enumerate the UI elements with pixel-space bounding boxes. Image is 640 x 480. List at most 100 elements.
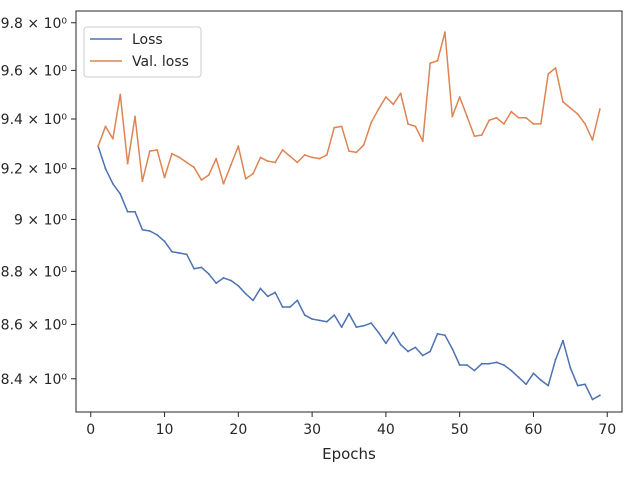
data-point-loss (503, 364, 505, 366)
data-point-loss (296, 299, 299, 302)
y-tick-label: 9.8 × 10⁰ (1, 16, 68, 32)
data-point-val-loss (281, 149, 284, 151)
data-point-loss (584, 383, 587, 386)
data-point-val-loss (266, 160, 269, 163)
data-point-val-loss (503, 123, 505, 125)
y-tick-label: 9.6 × 10⁰ (1, 63, 68, 79)
data-point-val-loss (97, 145, 100, 148)
data-point-loss (436, 332, 439, 335)
y-tick-label: 8.6 × 10⁰ (1, 317, 68, 333)
data-point-val-loss (525, 116, 527, 119)
x-tick-label: 40 (377, 422, 395, 438)
data-point-val-loss (296, 161, 299, 164)
data-point-val-loss (444, 31, 446, 34)
data-point-loss (458, 364, 461, 366)
data-point-loss (421, 354, 424, 357)
data-point-val-loss (384, 96, 387, 98)
data-point-loss (237, 284, 240, 287)
data-point-val-loss (215, 157, 218, 160)
data-point-loss (311, 318, 314, 320)
data-point-val-loss (562, 100, 564, 103)
data-point-val-loss (156, 149, 159, 151)
x-tick-label: 20 (229, 422, 247, 438)
data-point-loss (148, 230, 151, 232)
data-point-loss (414, 346, 417, 349)
data-point-val-loss (414, 125, 417, 128)
data-point-loss (119, 193, 122, 195)
data-point-val-loss (311, 156, 314, 159)
data-point-loss (281, 306, 284, 308)
data-point-loss (429, 350, 432, 353)
data-point-loss (252, 299, 254, 302)
data-point-loss (134, 210, 136, 213)
data-point-val-loss (185, 161, 188, 164)
data-point-val-loss (495, 116, 498, 119)
data-point-val-loss (163, 176, 166, 179)
data-point-loss (466, 364, 468, 366)
data-point-loss (318, 319, 321, 322)
data-point-loss (480, 362, 483, 365)
data-point-val-loss (532, 123, 535, 125)
data-point-loss (451, 347, 454, 350)
legend-label-loss: Loss (132, 32, 163, 48)
data-point-val-loss (399, 92, 402, 95)
data-point-loss (259, 287, 262, 290)
data-point-val-loss (289, 155, 291, 158)
data-point-loss (473, 369, 476, 372)
data-point-val-loss (480, 134, 483, 136)
data-point-val-loss (230, 164, 232, 166)
data-point-loss (325, 320, 328, 323)
data-point-loss (348, 312, 350, 315)
x-tick-label: 50 (451, 422, 469, 438)
data-point-val-loss (569, 107, 572, 109)
series-line-loss (97, 145, 601, 401)
data-point-loss (444, 334, 446, 337)
data-point-val-loss (134, 115, 136, 118)
data-point-val-loss (340, 125, 343, 128)
data-point-val-loss (222, 182, 225, 185)
data-point-loss (207, 273, 210, 275)
data-point-loss (340, 326, 343, 329)
data-point-val-loss (252, 172, 254, 175)
data-point-val-loss (547, 73, 550, 75)
data-point-loss (355, 326, 358, 329)
y-tick-label: 9.2 × 10⁰ (1, 162, 68, 178)
x-axis-label: Epochs (322, 445, 376, 463)
data-point-loss (510, 369, 513, 372)
data-point-loss (193, 267, 195, 270)
data-point-loss (399, 343, 402, 346)
x-tick-label: 70 (598, 422, 616, 438)
data-point-val-loss (539, 123, 542, 125)
data-point-val-loss (473, 135, 476, 138)
data-point-loss (562, 339, 564, 342)
y-tick-label: 8.8 × 10⁰ (1, 264, 68, 280)
data-point-val-loss (148, 150, 151, 153)
x-tick-label: 60 (525, 422, 543, 438)
data-point-loss (370, 322, 373, 324)
data-point-loss (591, 398, 594, 401)
legend: Loss Val. loss (83, 26, 202, 78)
data-point-val-loss (244, 177, 247, 180)
data-point-val-loss (355, 151, 358, 154)
data-point-loss (384, 342, 387, 345)
data-point-loss (539, 379, 542, 382)
data-point-val-loss (407, 123, 409, 125)
data-point-loss (230, 279, 232, 282)
data-point-val-loss (333, 126, 336, 129)
data-point-loss (547, 384, 550, 387)
data-point-val-loss (303, 154, 306, 156)
data-point-val-loss (598, 108, 601, 111)
data-point-loss (392, 331, 395, 334)
data-point-val-loss (517, 116, 520, 119)
data-point-val-loss (325, 154, 328, 156)
data-point-loss (200, 266, 203, 269)
data-point-val-loss (554, 67, 557, 69)
data-point-val-loss (207, 174, 210, 176)
data-point-loss (303, 314, 306, 316)
data-point-val-loss (370, 121, 373, 124)
data-point-val-loss (171, 152, 173, 155)
data-point-loss (111, 182, 114, 185)
y-tick-label: 9.4 × 10⁰ (1, 112, 68, 128)
